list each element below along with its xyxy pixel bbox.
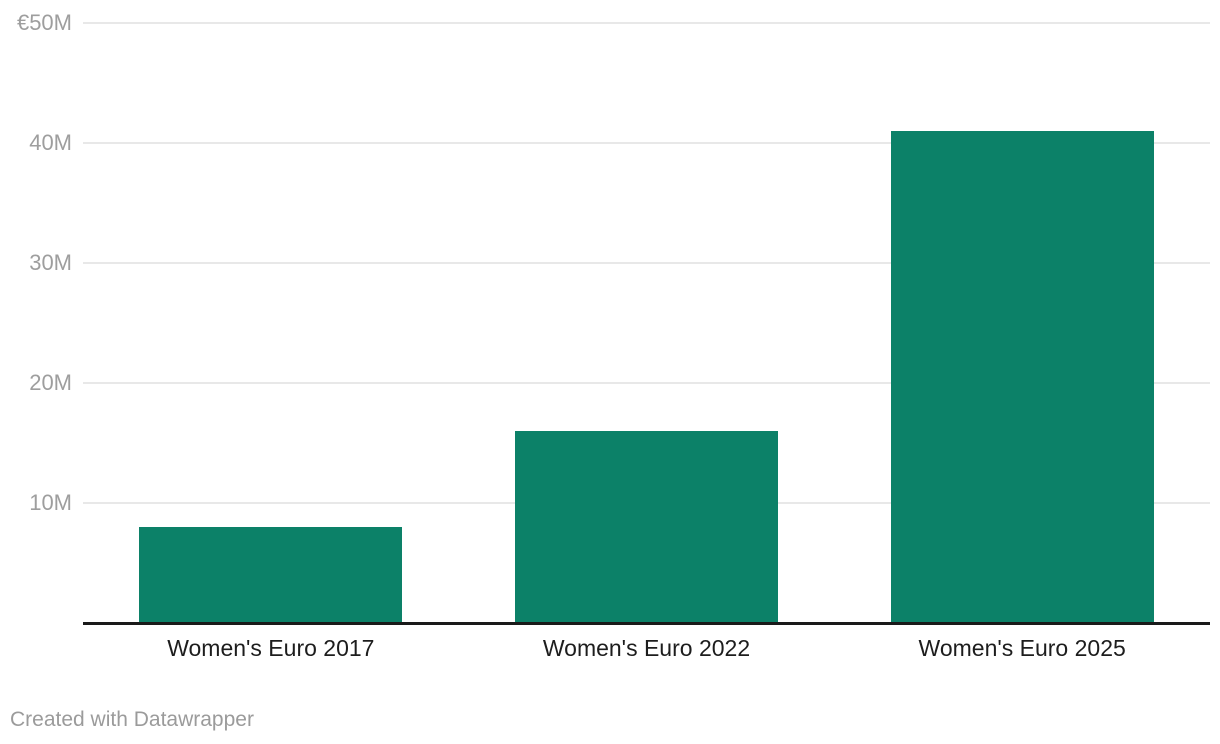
gridline-40m bbox=[83, 142, 1210, 144]
y-tick-label-30m: 30M bbox=[29, 250, 72, 275]
datawrapper-attribution-link[interactable]: Created with Datawrapper bbox=[10, 708, 254, 731]
gridline-30m bbox=[83, 262, 1210, 264]
bar-women-s-euro-2017[interactable] bbox=[139, 527, 403, 622]
gridline-50m bbox=[83, 22, 1210, 24]
x-axis-label-women-s-euro-2022: Women's Euro 2022 bbox=[542, 635, 751, 661]
bar-women-s-euro-2022[interactable] bbox=[515, 431, 778, 622]
y-tick-label-10m: 10M bbox=[29, 490, 72, 515]
y-tick-label-40m: 40M bbox=[29, 130, 72, 155]
x-axis-label-women-s-euro-2025: Women's Euro 2025 bbox=[918, 635, 1126, 661]
y-tick-label-20m: 20M bbox=[29, 370, 72, 395]
gridline-20m bbox=[83, 382, 1210, 384]
y-tick-label-50m: €50M bbox=[16, 10, 72, 35]
bar-women-s-euro-2025[interactable] bbox=[890, 131, 1154, 622]
x-axis-line bbox=[83, 622, 1210, 625]
x-axis-label-women-s-euro-2017: Women's Euro 2017 bbox=[167, 635, 375, 661]
